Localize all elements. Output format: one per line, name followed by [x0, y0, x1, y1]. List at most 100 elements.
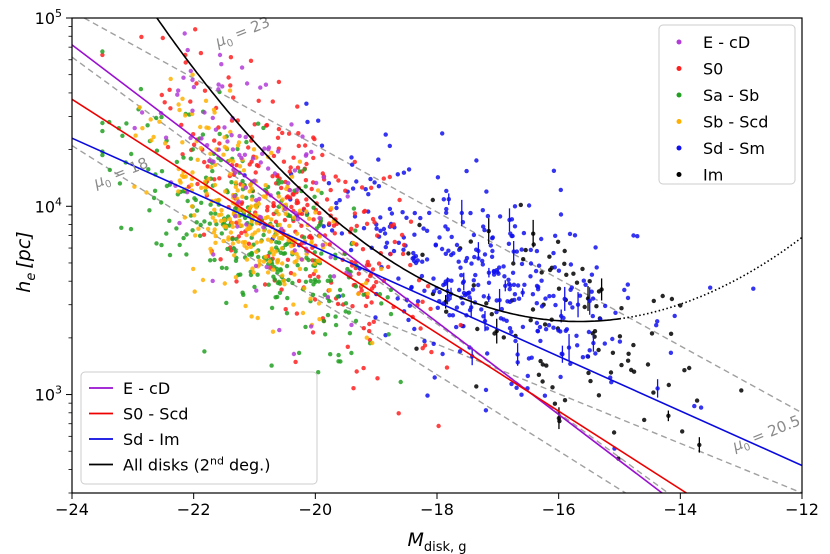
scatter-point — [261, 232, 266, 238]
scatter-point — [372, 180, 377, 185]
scatter-point — [457, 349, 463, 354]
scatter-point — [286, 131, 292, 136]
scatter-point — [321, 175, 326, 180]
scatter-point — [536, 263, 542, 268]
scatter-point — [412, 326, 417, 332]
scatter-point — [232, 170, 238, 175]
scatter-point — [534, 283, 540, 289]
scatter-legend-box — [658, 24, 796, 185]
scatter-point — [265, 204, 270, 210]
scatter-point — [300, 134, 305, 139]
scatter-point — [243, 303, 248, 309]
fit-line-quadratic — [155, 18, 620, 323]
scatter-point — [241, 168, 247, 173]
scatter-point — [563, 328, 568, 333]
scatter-point — [472, 254, 477, 260]
scatter-point — [350, 186, 356, 191]
scatter-point — [188, 68, 193, 74]
scatter-point — [367, 337, 373, 343]
scatter-point — [244, 222, 249, 227]
scatter-point — [183, 60, 188, 65]
scatter-point — [480, 258, 485, 264]
fit-legend-box — [80, 371, 318, 485]
scatter-point — [279, 235, 284, 241]
scatter-point — [329, 206, 334, 211]
scatter-point — [445, 227, 450, 232]
scatter-point — [414, 346, 419, 351]
scatter-point — [174, 159, 180, 165]
scatter-point — [247, 226, 252, 231]
scatter-point — [176, 102, 181, 107]
scatter-point — [281, 278, 286, 283]
scatter-point — [708, 285, 713, 290]
scatter-point — [183, 113, 188, 118]
scatter-point — [391, 222, 396, 227]
scatter-point — [281, 159, 287, 164]
scatter-point — [375, 233, 380, 238]
scatter-point — [331, 274, 337, 279]
scatter-point — [551, 250, 556, 256]
scatter-point — [371, 319, 376, 324]
scatter-point — [430, 197, 435, 203]
scatter-point — [446, 248, 451, 253]
scatter-point — [280, 130, 285, 136]
scatter-point — [389, 211, 395, 216]
scatter-point — [586, 329, 592, 335]
legend-label: Im — [703, 166, 723, 185]
scatter-point — [589, 289, 594, 294]
scatter-point — [316, 274, 321, 279]
legend-marker — [676, 119, 682, 124]
scatter-point — [120, 133, 125, 138]
scatter-point — [230, 224, 235, 229]
scatter-point — [514, 385, 519, 390]
scatter-point — [269, 239, 274, 244]
iso-lines — [72, 18, 802, 493]
scatter-point — [319, 251, 324, 256]
scatter-point — [572, 233, 578, 238]
scatter-point — [352, 159, 357, 165]
scatter-point — [148, 117, 153, 122]
scatter-point — [202, 110, 207, 115]
scatter-point — [197, 233, 203, 238]
scatter-point — [401, 247, 406, 252]
scatter-point — [583, 282, 588, 287]
scatter-point — [483, 408, 489, 413]
scatter-point — [339, 231, 345, 236]
scatter-point — [485, 351, 490, 356]
scatter-point — [225, 246, 230, 252]
scatter-point — [281, 251, 286, 256]
scatter-point — [594, 304, 599, 309]
scatter-point — [476, 256, 481, 261]
scatter-point — [211, 230, 217, 235]
scatter-point — [449, 278, 454, 283]
scatter-point — [283, 242, 288, 248]
scatter-point — [149, 138, 154, 143]
scatter-point — [181, 155, 186, 160]
scatter-point — [288, 165, 293, 170]
scatter-point — [140, 126, 145, 131]
scatter-point — [314, 180, 319, 186]
scatter-point — [216, 87, 221, 92]
scatter-point — [333, 174, 338, 179]
scatter-point — [398, 379, 403, 385]
scatter-point — [270, 329, 276, 334]
scatter-point — [289, 122, 294, 127]
scatter-point — [191, 142, 197, 147]
scatter-point — [294, 231, 300, 236]
scatter-point — [418, 215, 423, 221]
scatter-point — [137, 105, 142, 110]
scatter-point — [244, 245, 249, 251]
scatter-point — [365, 291, 370, 296]
y-tick-label: 103 — [35, 384, 62, 405]
scatter-point — [421, 226, 426, 231]
scatter-point — [193, 233, 198, 238]
x-axis: −24 −22 −20 −18 −16 −14 −12 — [55, 493, 819, 519]
scatter-point — [631, 342, 636, 348]
scatter-point — [212, 138, 217, 143]
scatter-point — [226, 235, 231, 240]
scatter-point — [539, 236, 544, 242]
scatter-point — [361, 226, 367, 231]
scatter-point — [443, 224, 448, 229]
scatter-point — [243, 185, 248, 190]
scatter-point — [232, 253, 237, 258]
